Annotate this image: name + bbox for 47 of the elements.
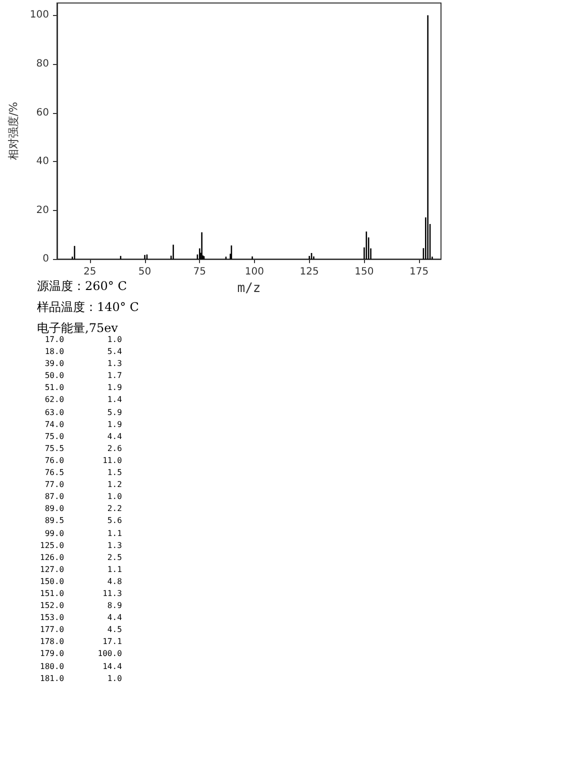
text: 89.0 2.2 — [44, 503, 122, 516]
text: 63.0 5.9 — [44, 406, 122, 419]
y-tick-label: 100 — [30, 10, 49, 21]
text: 179.0 100.0 — [40, 648, 122, 660]
text: 181.0 1.0 — [40, 672, 122, 685]
text: 87.0 1.0 — [44, 491, 122, 504]
text: 75.5 2.6 — [44, 442, 122, 455]
text: 151.0 11.3 — [40, 588, 122, 600]
text: 177.0 4.5 — [40, 624, 122, 636]
text: 99.0 1.1 — [44, 528, 122, 540]
text: 51.0 1.9 — [44, 382, 122, 394]
text: 126.0 2.5 — [40, 552, 122, 564]
x-axis-title: m/z — [237, 281, 261, 296]
text: 样品温度：140° C — [37, 299, 139, 316]
y-tick-label: 60 — [36, 107, 49, 118]
text: 77.0 1.2 — [44, 479, 122, 492]
text: 电子能量,75ev — [37, 320, 119, 336]
y-tick-label: 80 — [36, 58, 49, 70]
text: 76.5 1.5 — [44, 467, 122, 480]
y-tick-label: 0 — [42, 254, 49, 265]
text: 源温度：260° C — [37, 278, 128, 295]
text: 127.0 1.1 — [40, 564, 122, 576]
text: 75.0 4.4 — [44, 430, 122, 443]
text: 180.0 14.4 — [40, 660, 122, 673]
x-tick-label: 50 — [138, 266, 152, 278]
text: 76.0 11.0 — [44, 454, 122, 467]
text: 18.0 5.4 — [44, 346, 122, 358]
text: 17.0 1.0 — [44, 334, 122, 346]
text: 150.0 4.8 — [40, 576, 122, 588]
text: 125.0 1.3 — [40, 540, 122, 552]
text: 50.0 1.7 — [44, 370, 122, 382]
text: 62.0 1.4 — [44, 394, 122, 406]
x-tick-label: 100 — [244, 266, 264, 278]
y-axis-title: 相对强度/% — [7, 102, 20, 160]
text: 152.0 8.9 — [40, 600, 122, 612]
x-tick-label: 125 — [300, 266, 319, 278]
x-tick-label: 75 — [193, 266, 206, 278]
text: 153.0 4.4 — [40, 612, 122, 624]
y-tick-label: 20 — [36, 204, 49, 216]
y-tick-label: 40 — [36, 156, 49, 168]
text: 178.0 17.1 — [40, 636, 122, 648]
text: 89.5 5.6 — [44, 515, 122, 528]
text: 74.0 1.9 — [44, 418, 122, 431]
x-tick-label: 150 — [354, 266, 374, 278]
text: 39.0 1.3 — [44, 358, 122, 370]
x-tick-label: 25 — [84, 266, 96, 278]
x-tick-label: 175 — [410, 266, 429, 278]
